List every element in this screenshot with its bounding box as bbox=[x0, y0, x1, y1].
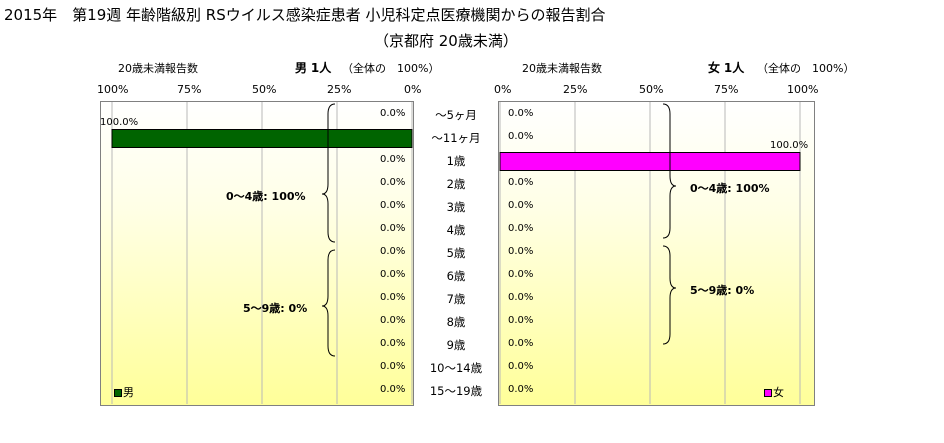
age-label: 9歳 bbox=[446, 337, 466, 352]
female-data-label: 0.0% bbox=[508, 176, 534, 188]
age-label: 1歳 bbox=[446, 153, 466, 168]
right-tick-25: 25% bbox=[563, 83, 588, 96]
left-tick-75: 75% bbox=[177, 83, 202, 96]
left-bracket-5-9 bbox=[321, 249, 336, 357]
age-label: 10〜14歳 bbox=[429, 360, 483, 375]
male-data-label: 0.0% bbox=[380, 360, 406, 372]
male-data-label: 100.0% bbox=[100, 116, 139, 128]
left-tick-0: 0% bbox=[404, 83, 422, 96]
right-header-label: 20歳未満報告数 bbox=[522, 62, 602, 75]
male-data-label: 0.0% bbox=[380, 153, 406, 165]
female-legend-swatch bbox=[764, 389, 772, 397]
male-legend-swatch bbox=[114, 389, 122, 397]
female-data-label: 0.0% bbox=[508, 337, 534, 349]
right-tick-100: 100% bbox=[787, 83, 819, 96]
male-plot-area bbox=[100, 101, 414, 406]
left-header-sex: 男 1人 bbox=[295, 61, 332, 75]
female-data-label: 0.0% bbox=[508, 383, 534, 395]
female-data-label: 0.0% bbox=[508, 199, 534, 211]
male-data-label: 0.0% bbox=[380, 222, 406, 234]
female-data-label: 0.0% bbox=[508, 291, 534, 303]
chart-title: 2015年 第19週 年齢階級別 RSウイルス感染症患者 小児科定点医療機関から… bbox=[4, 6, 606, 24]
right-tick-50: 50% bbox=[639, 83, 664, 96]
male-data-label: 0.0% bbox=[380, 176, 406, 188]
female-data-label: 0.0% bbox=[508, 222, 534, 234]
left-bracket-label-5-9: 5〜9歳: 0% bbox=[243, 302, 308, 315]
female-data-label: 0.0% bbox=[508, 107, 534, 119]
right-bracket-label-5-9: 5〜9歳: 0% bbox=[690, 284, 755, 297]
right-header-total: （全体の 100%） bbox=[757, 62, 855, 75]
chart-subtitle: （京都府 20歳未満） bbox=[374, 32, 518, 50]
male-data-label: 0.0% bbox=[380, 107, 406, 119]
female-data-label: 0.0% bbox=[508, 360, 534, 372]
male-data-label: 0.0% bbox=[380, 291, 406, 303]
female-data-label: 0.0% bbox=[508, 314, 534, 326]
left-tick-50: 50% bbox=[252, 83, 277, 96]
age-label: 5歳 bbox=[446, 245, 466, 260]
right-header-sex: 女 1人 bbox=[708, 61, 745, 75]
age-label: 4歳 bbox=[446, 222, 466, 237]
right-bracket-0-4 bbox=[662, 103, 677, 239]
male-data-label: 0.0% bbox=[380, 314, 406, 326]
age-label: 6歳 bbox=[446, 268, 466, 283]
left-header-label: 20歳未満報告数 bbox=[118, 62, 198, 75]
age-label: 3歳 bbox=[446, 199, 466, 214]
age-label: 〜5ヶ月 bbox=[435, 107, 477, 122]
right-bracket-5-9 bbox=[662, 245, 677, 345]
male-data-label: 0.0% bbox=[380, 268, 406, 280]
left-bracket-label-0-4: 0〜4歳: 100% bbox=[226, 190, 306, 203]
right-bracket-label-0-4: 0〜4歳: 100% bbox=[690, 182, 770, 195]
male-data-label: 0.0% bbox=[380, 383, 406, 395]
right-tick-0: 0% bbox=[494, 83, 512, 96]
female-data-label: 100.0% bbox=[770, 139, 809, 151]
male-data-label: 0.0% bbox=[380, 245, 406, 257]
left-header-total: （全体の 100%） bbox=[342, 62, 440, 75]
female-data-label: 0.0% bbox=[508, 245, 534, 257]
age-label: 〜11ヶ月 bbox=[431, 130, 481, 145]
female-data-label: 0.0% bbox=[508, 268, 534, 280]
female-data-label: 0.0% bbox=[508, 130, 534, 142]
age-label: 2歳 bbox=[446, 176, 466, 191]
male-bar bbox=[111, 129, 413, 148]
age-label: 7歳 bbox=[446, 291, 466, 306]
female-legend: 女 bbox=[764, 384, 784, 400]
male-legend: 男 bbox=[114, 384, 134, 400]
right-tick-75: 75% bbox=[714, 83, 739, 96]
female-plot-area bbox=[498, 101, 815, 406]
left-tick-100: 100% bbox=[97, 83, 129, 96]
age-label: 8歳 bbox=[446, 314, 466, 329]
male-data-label: 0.0% bbox=[380, 337, 406, 349]
left-tick-25: 25% bbox=[327, 83, 352, 96]
female-bar bbox=[499, 152, 801, 171]
male-data-label: 0.0% bbox=[380, 199, 406, 211]
left-bracket-0-4 bbox=[321, 103, 336, 243]
age-label: 15〜19歳 bbox=[429, 383, 483, 398]
